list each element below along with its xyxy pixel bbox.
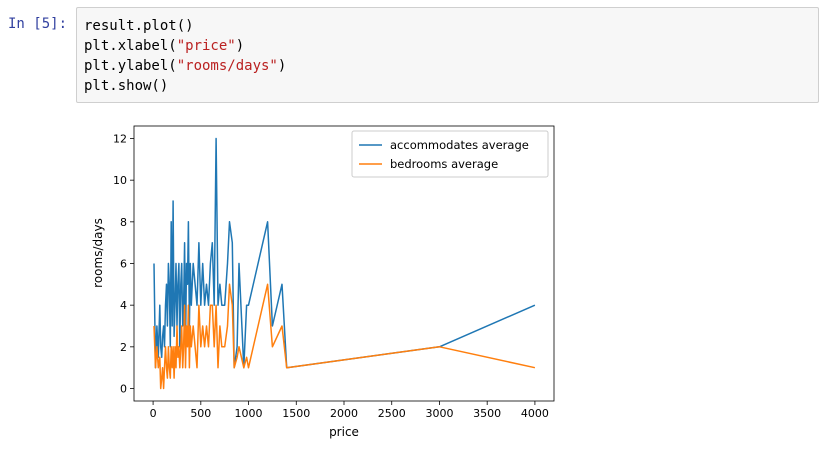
- code-cell-editor[interactable]: result.plot() plt.xlabel("price") plt.yl…: [76, 7, 819, 103]
- y-tick-label: 6: [120, 258, 127, 271]
- y-tick-label: 0: [120, 383, 127, 396]
- x-tick-label: 500: [190, 407, 211, 420]
- code-line-4: plt.show(): [84, 78, 169, 94]
- line-chart: 0 500 1000 1500 2000 2500 3000 3500 4000 0 2 4 6 8 10 1…: [91, 125, 555, 439]
- x-tick-label: 2000: [330, 407, 358, 420]
- cell-output: 0 500 1000 1500 2000 2500 3000 3500 4000 0 2 4 6 8 10 1…: [76, 116, 636, 446]
- y-tick-label: 4: [120, 299, 127, 312]
- axes: 0 500 1000 1500 2000 2500 3000 3500 4000 0 2 4 6 8 10 1…: [113, 125, 555, 420]
- series-line-2: [153, 283, 536, 390]
- plot-lines: [153, 137, 536, 390]
- code-line-2: plt.xlabel("price"): [84, 38, 245, 54]
- x-tick-label: 4000: [521, 407, 549, 420]
- legend-label-2: bedrooms average: [390, 157, 498, 171]
- x-tick-label: 2500: [378, 407, 406, 420]
- legend-label-1: accommodates average: [390, 138, 529, 152]
- x-tick-label: 3500: [473, 407, 501, 420]
- code-line-3: plt.ylabel("rooms/days"): [84, 58, 287, 74]
- x-tick-label: 0: [150, 407, 157, 420]
- x-axis-label: price: [329, 425, 359, 439]
- y-tick-label: 2: [120, 341, 127, 354]
- cell-prompt: In [5]:: [8, 16, 68, 32]
- x-tick-label: 1000: [235, 407, 263, 420]
- x-tick-label: 3000: [425, 407, 453, 420]
- y-tick-label: 12: [113, 133, 127, 146]
- code-line-1: result.plot(): [84, 18, 194, 34]
- y-tick-label: 10: [113, 174, 127, 187]
- y-axis-label: rooms/days: [91, 218, 105, 288]
- series-line-1: [153, 137, 536, 369]
- legend: accommodates average bedrooms average: [351, 130, 549, 178]
- x-tick-label: 1500: [282, 407, 310, 420]
- legend-box: [351, 130, 549, 178]
- y-tick-label: 8: [120, 216, 127, 229]
